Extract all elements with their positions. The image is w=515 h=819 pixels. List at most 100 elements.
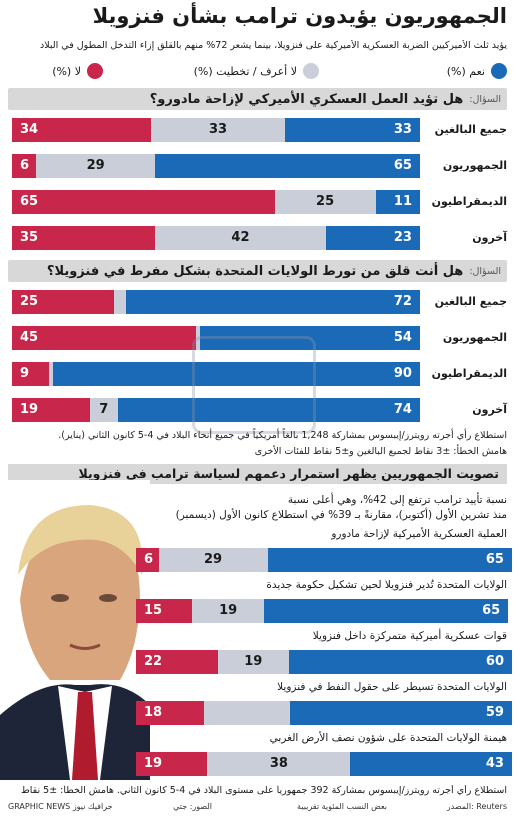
data-label: 72 bbox=[393, 294, 412, 309]
data-label: 38 bbox=[269, 756, 288, 771]
bar-segment-yes: 23 bbox=[326, 226, 420, 250]
watermark-logo bbox=[192, 336, 316, 434]
credit-photo: الصور: جتي bbox=[173, 802, 212, 811]
bar-segment-yes: 43 bbox=[350, 752, 512, 776]
bar-segment-dontknow: 19 bbox=[217, 650, 289, 674]
stacked-bar: 35 42 23 bbox=[12, 226, 420, 250]
bar-segment-dontknow: 29 bbox=[158, 548, 268, 572]
data-label: 33 bbox=[208, 122, 228, 137]
category-label: العملية العسكرية الأميركية لإزاحة مادورو bbox=[331, 528, 507, 540]
stacked-bar: 45 54 bbox=[12, 326, 420, 350]
bar-segment-yes: 33 bbox=[285, 118, 420, 142]
data-label: 7 bbox=[99, 402, 109, 417]
stacked-bar: 9 90 bbox=[12, 362, 420, 386]
legend-yes: نعم (%) bbox=[447, 60, 507, 82]
data-label: 65 bbox=[20, 194, 39, 209]
bar-segment-yes: 90 bbox=[52, 362, 420, 386]
bar-segment-dontknow: 33 bbox=[150, 118, 286, 142]
footer-note: استطلاع رأي أجرته رويترز/إيبسوس بمشاركة … bbox=[21, 785, 507, 796]
data-label: 19 bbox=[244, 654, 263, 669]
data-label: 43 bbox=[485, 756, 504, 771]
question-1-label: السؤال: bbox=[469, 93, 501, 105]
bar-segment-no: 6 bbox=[12, 154, 37, 178]
bar-segment-dontknow: 38 bbox=[207, 752, 351, 776]
stacked-bar: 19 7 74 bbox=[12, 398, 420, 422]
margin-note: هامش الخطأ: ±3 نقاط لجميع البالغين و±5 ن… bbox=[254, 446, 507, 457]
trump-portrait bbox=[0, 480, 150, 780]
data-label: 29 bbox=[204, 552, 223, 567]
bar-segment-no: 22 bbox=[136, 650, 218, 674]
stacked-bar: 34 33 33 bbox=[12, 118, 420, 142]
bar-segment-no: 15 bbox=[136, 599, 193, 623]
bar-segment-dontknow bbox=[48, 362, 53, 386]
bar-segment-yes: 72 bbox=[126, 290, 420, 314]
category-label: الولايات المتحدة تُدير فنزويلا لحين تشكي… bbox=[266, 579, 507, 591]
legend-dontknow: لا أعرف / تخطيت (%) bbox=[194, 60, 319, 82]
data-label: 59 bbox=[485, 705, 504, 720]
data-label: 15 bbox=[144, 603, 163, 618]
stacked-bar: 19 38 43 bbox=[136, 752, 512, 776]
data-label: 25 bbox=[316, 194, 335, 209]
bar-segment-no: 19 bbox=[136, 752, 208, 776]
data-label: 90 bbox=[393, 366, 412, 381]
credit-rounding: بعض النسب المئوية تقريبية bbox=[297, 802, 387, 811]
stacked-bar: 18 59 bbox=[136, 701, 512, 725]
bar-segment-no: 18 bbox=[136, 701, 204, 725]
data-label: 65 bbox=[485, 552, 504, 567]
data-label: 29 bbox=[86, 158, 105, 173]
category-label: جميع البالغين bbox=[434, 123, 507, 136]
category-label: الديمقراطيون bbox=[431, 367, 507, 380]
data-label: 22 bbox=[144, 654, 163, 669]
bar-segment-yes: 60 bbox=[288, 650, 512, 674]
bar-segment-yes: 11 bbox=[375, 190, 421, 214]
stacked-bar: 15 19 65 bbox=[136, 599, 512, 623]
data-label: 19 bbox=[219, 603, 238, 618]
data-label: 19 bbox=[144, 756, 163, 771]
legend: نعم (%) لا أعرف / تخطيت (%) لا (%) bbox=[8, 60, 507, 82]
category-label: الديمقراطيون bbox=[431, 195, 507, 208]
category-label: هيمنة الولايات المتحدة على شؤون نصف الأر… bbox=[269, 732, 507, 744]
data-label: 35 bbox=[20, 230, 39, 245]
bar-segment-no: 45 bbox=[12, 326, 196, 350]
question-1-header: السؤال: هل تؤيد العمل العسكري الأميركي ل… bbox=[8, 88, 507, 110]
question-2-header: السؤال: هل أنت قلق من تورط الولايات المت… bbox=[8, 260, 507, 282]
bar-segment-yes: 59 bbox=[290, 701, 512, 725]
bar-segment-no: 65 bbox=[12, 190, 275, 214]
bar-segment-dontknow bbox=[114, 290, 127, 314]
question-2-text: هل أنت قلق من تورط الولايات المتحدة بشكل… bbox=[46, 263, 464, 279]
stacked-bar: 65 25 11 bbox=[12, 190, 421, 214]
bar-segment-no: 19 bbox=[12, 398, 90, 422]
bar-segment-no: 34 bbox=[12, 118, 151, 142]
category-label: الجمهوريون bbox=[442, 159, 507, 172]
data-label: 60 bbox=[485, 654, 504, 669]
bar-segment-dontknow: 7 bbox=[89, 398, 119, 422]
data-label: 19 bbox=[20, 402, 39, 417]
stacked-bar: 6 29 65 bbox=[12, 154, 420, 178]
legend-dontknow-swatch bbox=[303, 63, 319, 79]
category-label: آخرون bbox=[472, 403, 507, 416]
legend-no: لا (%) bbox=[52, 60, 103, 82]
legend-no-label: لا (%) bbox=[52, 64, 81, 78]
bar-segment-yes: 65 bbox=[263, 599, 509, 623]
data-label: 25 bbox=[20, 294, 39, 309]
stacked-bar: 6 29 65 bbox=[136, 548, 512, 572]
section-2-title: تصويت الجمهوريين يظهر استمرار دعمهم لسيا… bbox=[8, 464, 507, 484]
data-label: 45 bbox=[20, 330, 39, 345]
bar-segment-no: 6 bbox=[136, 548, 159, 572]
section-2-intro-2: منذ تشرين الأول (أكتوبر)، مقارنةً بـ 39%… bbox=[175, 509, 507, 521]
bar-segment-yes: 65 bbox=[267, 548, 512, 572]
bar-segment-dontknow: 25 bbox=[274, 190, 376, 214]
legend-no-swatch bbox=[87, 63, 103, 79]
data-label: 23 bbox=[393, 230, 412, 245]
stacked-bar: 22 19 60 bbox=[136, 650, 512, 674]
bar-segment-yes: 74 bbox=[118, 398, 420, 422]
data-label: 6 bbox=[144, 552, 154, 567]
data-label: 6 bbox=[20, 158, 30, 173]
data-label: 33 bbox=[393, 122, 412, 137]
bar-segment-dontknow bbox=[203, 701, 291, 725]
question-2-label: السؤال: bbox=[469, 265, 501, 277]
bar-segment-no: 9 bbox=[12, 362, 49, 386]
legend-dontknow-label: لا أعرف / تخطيت (%) bbox=[193, 64, 297, 78]
category-label: الولايات المتحدة تسيطر على حقول النفط في… bbox=[277, 681, 507, 693]
bar-segment-no: 25 bbox=[12, 290, 114, 314]
